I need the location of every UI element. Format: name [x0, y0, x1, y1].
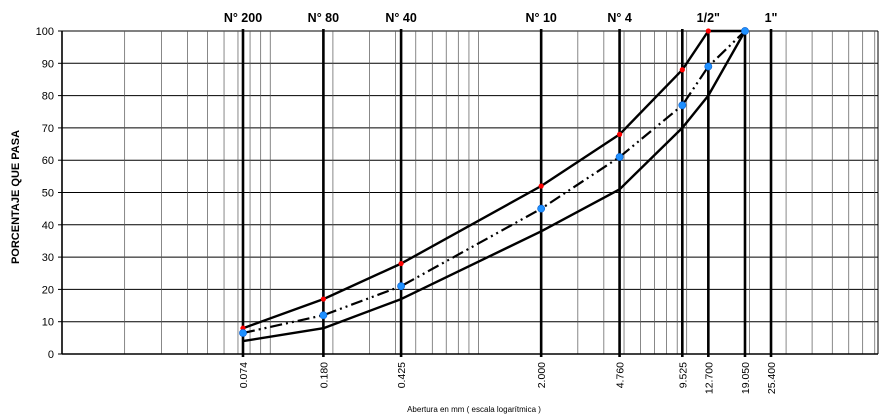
x-tick-label: 9.525 [677, 362, 689, 388]
x-tick-label: 2.000 [536, 362, 548, 388]
marker-upper-limit [320, 296, 326, 302]
marker-sample [319, 311, 328, 320]
y-axis-title: PORCENTAJE QUE PASA [10, 130, 22, 264]
sieve-label: 1" [765, 11, 778, 25]
y-tick-label: 40 [42, 220, 54, 232]
sieve-label: N° 80 [308, 11, 339, 25]
y-tick-label: 0 [48, 349, 54, 361]
series-lines [242, 29, 747, 343]
y-tick-label: 50 [42, 188, 54, 200]
marker-upper-limit [679, 67, 685, 73]
sieve-label: 1/2" [697, 11, 720, 25]
y-tick-label: 100 [36, 26, 54, 38]
marker-sample [615, 153, 624, 161]
marker-sample [239, 329, 247, 337]
sieve-labels: N° 200 N° 80 N° 40 N° 10 N° 4 1/2" 1" [224, 11, 778, 25]
grid [62, 30, 878, 355]
marker-sample [704, 62, 713, 71]
y-tick-label: 70 [42, 123, 54, 135]
x-tick-label: 0.074 [238, 362, 250, 388]
marker-upper-limit [398, 260, 404, 267]
plot-frame [58, 30, 879, 355]
y-tick-label: 60 [42, 155, 54, 167]
y-tick-label: 30 [42, 252, 54, 264]
x-tick-label: 12.700 [703, 362, 715, 394]
x-tick-label: 0.425 [396, 362, 408, 388]
sieve-label: N° 4 [607, 11, 631, 25]
series-line-upper-limit [242, 29, 745, 330]
series-markers [239, 27, 749, 337]
x-tick-label: 0.180 [318, 362, 330, 388]
x-tick-label: 4.760 [615, 362, 627, 388]
y-tick-label: 80 [42, 91, 54, 103]
marker-sample [397, 282, 405, 291]
y-tick-label: 10 [42, 317, 54, 329]
sieve-label: N° 200 [224, 11, 262, 25]
marker-sample [537, 204, 546, 213]
marker-sample [678, 101, 687, 110]
marker-upper-limit [616, 131, 623, 137]
y-tick-labels: 0 10 20 30 40 50 60 70 80 90 100 [36, 26, 54, 361]
marker-upper-limit [705, 28, 711, 34]
sieve-label: N° 10 [525, 11, 556, 25]
series-line-sample [242, 30, 746, 335]
x-tick-labels: 0.074 0.180 0.425 2.000 4.760 9.525 12.700 19.0… [238, 362, 778, 394]
sieve-gridlines [241, 29, 773, 357]
x-axis-title: Abertura en mm ( escala logarítmica ) [407, 405, 541, 414]
x-tick-label: 19.050 [740, 362, 752, 394]
x-tick-label: 25.400 [766, 362, 778, 394]
marker-upper-limit [538, 183, 544, 189]
y-tick-label: 20 [42, 284, 54, 296]
y-tick-label: 90 [42, 58, 54, 70]
sieve-label: N° 40 [385, 11, 416, 25]
series-line-lower-limit [242, 30, 747, 343]
marker-sample [741, 27, 749, 35]
